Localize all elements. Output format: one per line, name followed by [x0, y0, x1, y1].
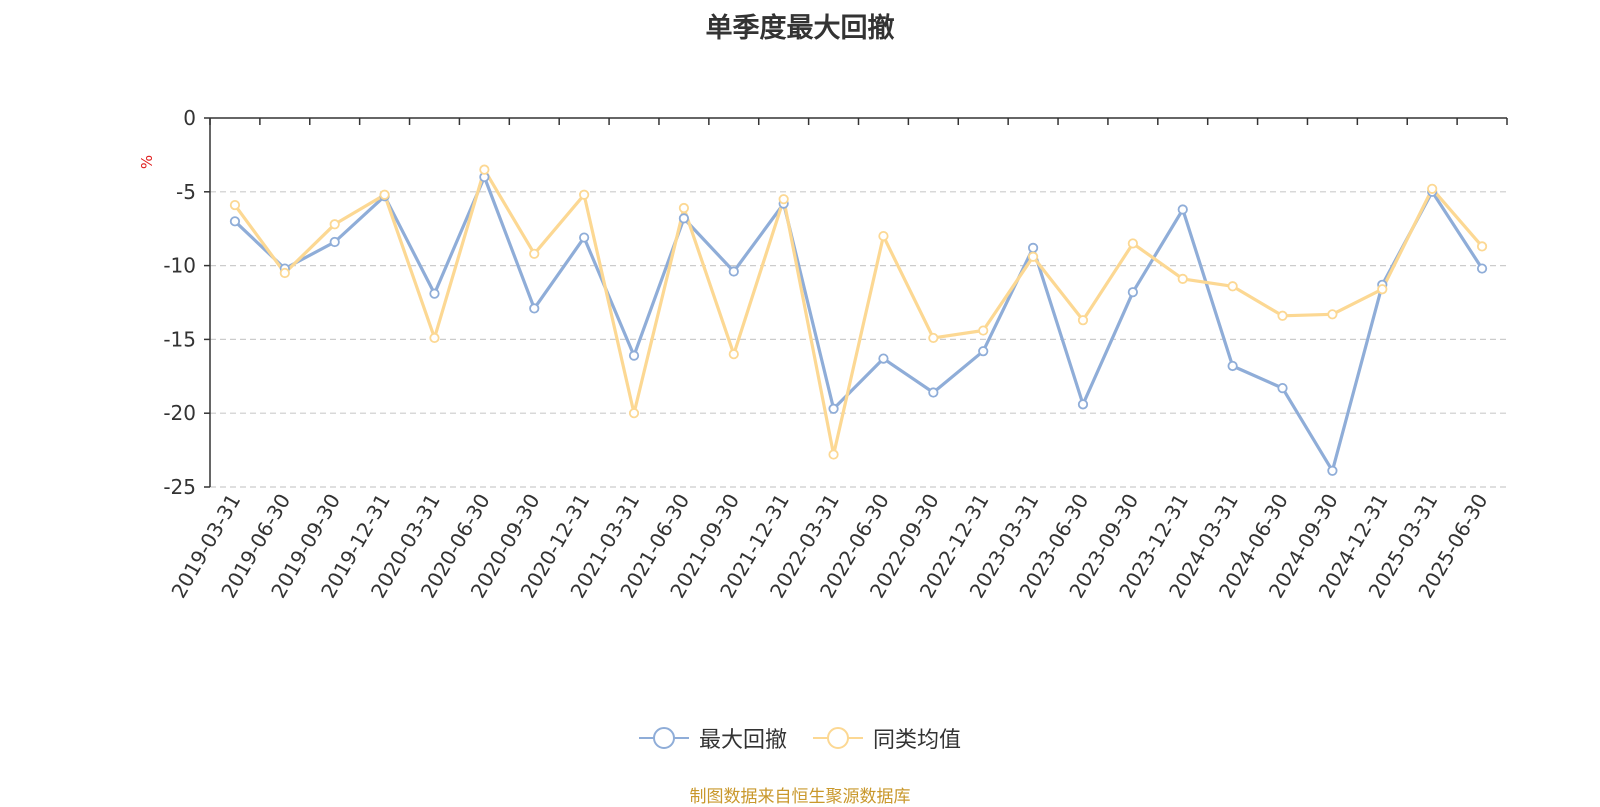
legend-label-series-2: 同类均值	[873, 728, 962, 753]
series-1-point[interactable]	[1177, 204, 1188, 215]
series-1-point[interactable]	[928, 387, 939, 398]
tick-labels: 0-5-10-15-20-252019-03-312019-06-302019-…	[163, 106, 1492, 602]
series-1-point[interactable]	[1027, 242, 1039, 253]
y-tick-label: -20	[163, 401, 196, 425]
series-2-point[interactable]	[1476, 241, 1488, 252]
series-2-point[interactable]	[778, 194, 789, 205]
series-2-point[interactable]	[1127, 238, 1138, 249]
series-2-point[interactable]	[379, 189, 390, 200]
series-2-point[interactable]	[678, 202, 690, 214]
legend-item-series-1[interactable]: 最大回撤	[638, 722, 787, 754]
series-1-point[interactable]	[978, 346, 989, 357]
series-1-point[interactable]	[678, 213, 690, 224]
series-2-point[interactable]	[978, 325, 989, 336]
series-1-point[interactable]	[828, 403, 839, 414]
legend-marker-series-1	[638, 727, 689, 749]
series-2-point[interactable]	[429, 332, 440, 344]
series-line-1	[233, 175, 1484, 473]
series-2-point[interactable]	[1177, 273, 1188, 284]
series-1-point[interactable]	[878, 353, 889, 364]
series-2-point[interactable]	[828, 449, 839, 460]
series-1-point[interactable]	[628, 350, 640, 361]
series-2-point[interactable]	[579, 189, 590, 200]
series-1-point[interactable]	[1077, 399, 1089, 410]
series-2-point[interactable]	[479, 164, 490, 175]
y-tick-label: 0	[183, 106, 196, 130]
series-1-point[interactable]	[1127, 287, 1138, 298]
y-tick-label: -5	[176, 180, 196, 204]
series-1-point[interactable]	[1476, 263, 1488, 274]
series-2-point[interactable]	[279, 267, 290, 279]
series-2-point[interactable]	[1427, 183, 1438, 194]
y-tick-label: -10	[163, 254, 196, 278]
series-1-point[interactable]	[429, 288, 440, 299]
legend-marker-series-2	[813, 727, 863, 749]
series-lines	[233, 168, 1484, 473]
series-1-point[interactable]	[1227, 360, 1238, 372]
source-note: 制图数据来自恒生聚源数据库	[689, 787, 911, 807]
series-2-point[interactable]	[878, 230, 889, 242]
grid-lines	[210, 191, 1507, 488]
y-tick-label: -25	[163, 475, 196, 499]
series-2-point[interactable]	[1277, 310, 1288, 321]
series-line-2	[233, 168, 1484, 457]
series-1-point[interactable]	[579, 232, 590, 243]
chart-title: 单季度最大回撤	[705, 13, 895, 44]
series-2-point[interactable]	[229, 199, 241, 211]
series-1-point[interactable]	[1327, 465, 1338, 476]
axes	[204, 117, 1508, 488]
series-1-point[interactable]	[1277, 383, 1288, 394]
series-2-point[interactable]	[1027, 251, 1039, 262]
legend-label-series-1: 最大回撤	[698, 728, 787, 753]
y-tick-label: -15	[163, 327, 196, 351]
series-1-point[interactable]	[529, 303, 540, 314]
series-2-point[interactable]	[1377, 284, 1388, 295]
series-1-point[interactable]	[329, 236, 340, 248]
series-points	[229, 164, 1488, 476]
series-1-point[interactable]	[728, 266, 739, 277]
series-2-point[interactable]	[928, 332, 939, 344]
series-2-point[interactable]	[329, 219, 340, 230]
legend: 最大回撤 同类均值	[0, 722, 1600, 754]
series-1-point[interactable]	[229, 216, 241, 227]
series-2-point[interactable]	[529, 248, 540, 259]
line-chart: 0-5-10-15-20-252019-03-312019-06-302019-…	[163, 106, 1508, 602]
series-2-point[interactable]	[628, 408, 640, 419]
legend-item-series-2[interactable]: 同类均值	[813, 722, 961, 754]
series-2-point[interactable]	[1227, 281, 1238, 292]
series-2-point[interactable]	[1077, 315, 1089, 326]
series-2-point[interactable]	[1327, 309, 1338, 320]
series-2-point[interactable]	[728, 349, 739, 360]
